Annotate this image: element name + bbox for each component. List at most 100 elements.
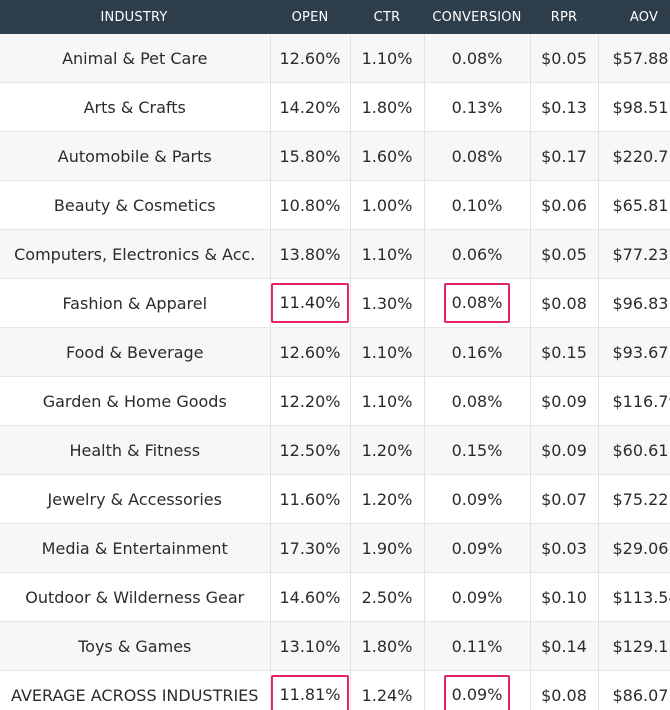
cell-conversion: 0.08%	[424, 278, 531, 328]
table-row: Fashion & Apparel 11.40% 1.30% 0.08% $0.08 $9…	[0, 278, 670, 328]
table-row: Animal & Pet Care 12.60% 1.10% 0.08% $0.05 $5…	[0, 34, 670, 83]
cell-conversion: 0.11%	[424, 621, 531, 671]
cell-aov: $113.54	[598, 572, 670, 622]
cell-industry: Beauty & Cosmetics	[0, 180, 271, 230]
header-conversion: CONVERSION	[424, 0, 530, 34]
cell-ctr: 1.90%	[350, 523, 425, 573]
cell-open: 12.50%	[270, 425, 351, 475]
cell-aov: $57.88	[598, 34, 670, 83]
cell-conversion: 0.15%	[424, 425, 531, 475]
cell-open: 17.30%	[270, 523, 351, 573]
cell-conversion: 0.08%	[424, 376, 531, 426]
cell-rpr: $0.03	[530, 523, 599, 573]
cell-open: 11.60%	[270, 474, 351, 524]
cell-aov: $29.06	[598, 523, 670, 573]
table-row: Media & Entertainment 17.30% 1.90% 0.09% $0.…	[0, 523, 670, 573]
cell-open: 14.60%	[270, 572, 351, 622]
cell-industry: Outdoor & Wilderness Gear	[0, 572, 271, 622]
cell-aov: $220.71	[598, 131, 670, 181]
cell-rpr: $0.14	[530, 621, 599, 671]
cell-conversion: 0.09%	[424, 670, 531, 710]
cell-industry: Arts & Crafts	[0, 82, 271, 132]
table-row: Arts & Crafts 14.20% 1.80% 0.13% $0.13 $98.51	[0, 82, 670, 132]
cell-open: 10.80%	[270, 180, 351, 230]
cell-industry: Computers, Electronics & Acc.	[0, 229, 271, 279]
cell-conversion: 0.08%	[424, 131, 531, 181]
cell-open: 14.20%	[270, 82, 351, 132]
cell-aov: $116.79	[598, 376, 670, 426]
cell-aov: $98.51	[598, 82, 670, 132]
cell-conversion: 0.10%	[424, 180, 531, 230]
cell-ctr: 1.20%	[350, 474, 425, 524]
cell-rpr: $0.05	[530, 229, 599, 279]
cell-ctr: 1.60%	[350, 131, 425, 181]
header-industry: INDUSTRY	[0, 0, 270, 34]
highlight-box-open: 11.40%	[271, 283, 349, 323]
cell-rpr: $0.06	[530, 180, 599, 230]
cell-rpr: $0.10	[530, 572, 599, 622]
cell-ctr: 1.20%	[350, 425, 425, 475]
table-row: Automobile & Parts 15.80% 1.60% 0.08% $0.17 $…	[0, 131, 670, 181]
cell-open: 12.60%	[270, 327, 351, 377]
cell-industry: Media & Entertainment	[0, 523, 271, 573]
cell-open: 11.40%	[270, 278, 351, 328]
cell-rpr: $0.08	[530, 670, 599, 710]
cell-industry: Jewelry & Accessories	[0, 474, 271, 524]
table-header: INDUSTRY OPEN CTR CONVERSION RPR AOV	[0, 0, 670, 34]
header-ctr: CTR	[350, 0, 424, 34]
table-row: Garden & Home Goods 12.20% 1.10% 0.08% $0.09…	[0, 376, 670, 426]
cell-ctr: 1.80%	[350, 82, 425, 132]
cell-ctr: 1.30%	[350, 278, 425, 328]
cell-aov: $65.81	[598, 180, 670, 230]
cell-conversion: 0.13%	[424, 82, 531, 132]
cell-aov: $77.23	[598, 229, 670, 279]
cell-ctr: 1.10%	[350, 34, 425, 83]
cell-industry: Automobile & Parts	[0, 131, 271, 181]
cell-ctr: 1.10%	[350, 229, 425, 279]
cell-rpr: $0.15	[530, 327, 599, 377]
highlight-box-conversion: 0.09%	[443, 675, 511, 710]
cell-aov: $93.67	[598, 327, 670, 377]
cell-open: 11.81%	[270, 670, 351, 710]
cell-industry: Health & Fitness	[0, 425, 271, 475]
cell-industry: Food & Beverage	[0, 327, 271, 377]
cell-open: 13.80%	[270, 229, 351, 279]
cell-rpr: $0.08	[530, 278, 599, 328]
table-row: Health & Fitness 12.50% 1.20% 0.15% $0.09 $60…	[0, 425, 670, 475]
cell-aov: $60.61	[598, 425, 670, 475]
table-row: Outdoor & Wilderness Gear 14.60% 2.50% 0.09…	[0, 572, 670, 622]
cell-conversion: 0.16%	[424, 327, 531, 377]
cell-industry: AVERAGE ACROSS INDUSTRIES	[0, 670, 271, 710]
table-row: Jewelry & Accessories 11.60% 1.20% 0.09% $0.…	[0, 474, 670, 524]
cell-open: 15.80%	[270, 131, 351, 181]
highlight-box-open: 11.81%	[271, 675, 349, 710]
cell-ctr: 2.50%	[350, 572, 425, 622]
header-row: INDUSTRY OPEN CTR CONVERSION RPR AOV	[0, 0, 670, 34]
cell-conversion: 0.09%	[424, 572, 531, 622]
highlight-box-conversion: 0.08%	[443, 283, 511, 323]
cell-ctr: 1.24%	[350, 670, 425, 710]
table-body: Animal & Pet Care 12.60% 1.10% 0.08% $0.05 $5…	[0, 34, 670, 710]
cell-ctr: 1.80%	[350, 621, 425, 671]
cell-conversion: 0.08%	[424, 34, 531, 83]
cell-ctr: 1.00%	[350, 180, 425, 230]
cell-industry: Toys & Games	[0, 621, 271, 671]
cell-industry: Animal & Pet Care	[0, 34, 271, 83]
header-open: OPEN	[270, 0, 350, 34]
table-row: Beauty & Cosmetics 10.80% 1.00% 0.10% $0.06 $…	[0, 180, 670, 230]
cell-rpr: $0.05	[530, 34, 599, 83]
cell-aov: $96.83	[598, 278, 670, 328]
cell-aov: $75.22	[598, 474, 670, 524]
header-aov: AOV	[598, 0, 670, 34]
cell-rpr: $0.13	[530, 82, 599, 132]
cell-rpr: $0.09	[530, 425, 599, 475]
cell-conversion: 0.09%	[424, 474, 531, 524]
cell-aov: $129.11	[598, 621, 670, 671]
cell-ctr: 1.10%	[350, 327, 425, 377]
cell-rpr: $0.17	[530, 131, 599, 181]
cell-industry: Fashion & Apparel	[0, 278, 271, 328]
cell-open: 13.10%	[270, 621, 351, 671]
